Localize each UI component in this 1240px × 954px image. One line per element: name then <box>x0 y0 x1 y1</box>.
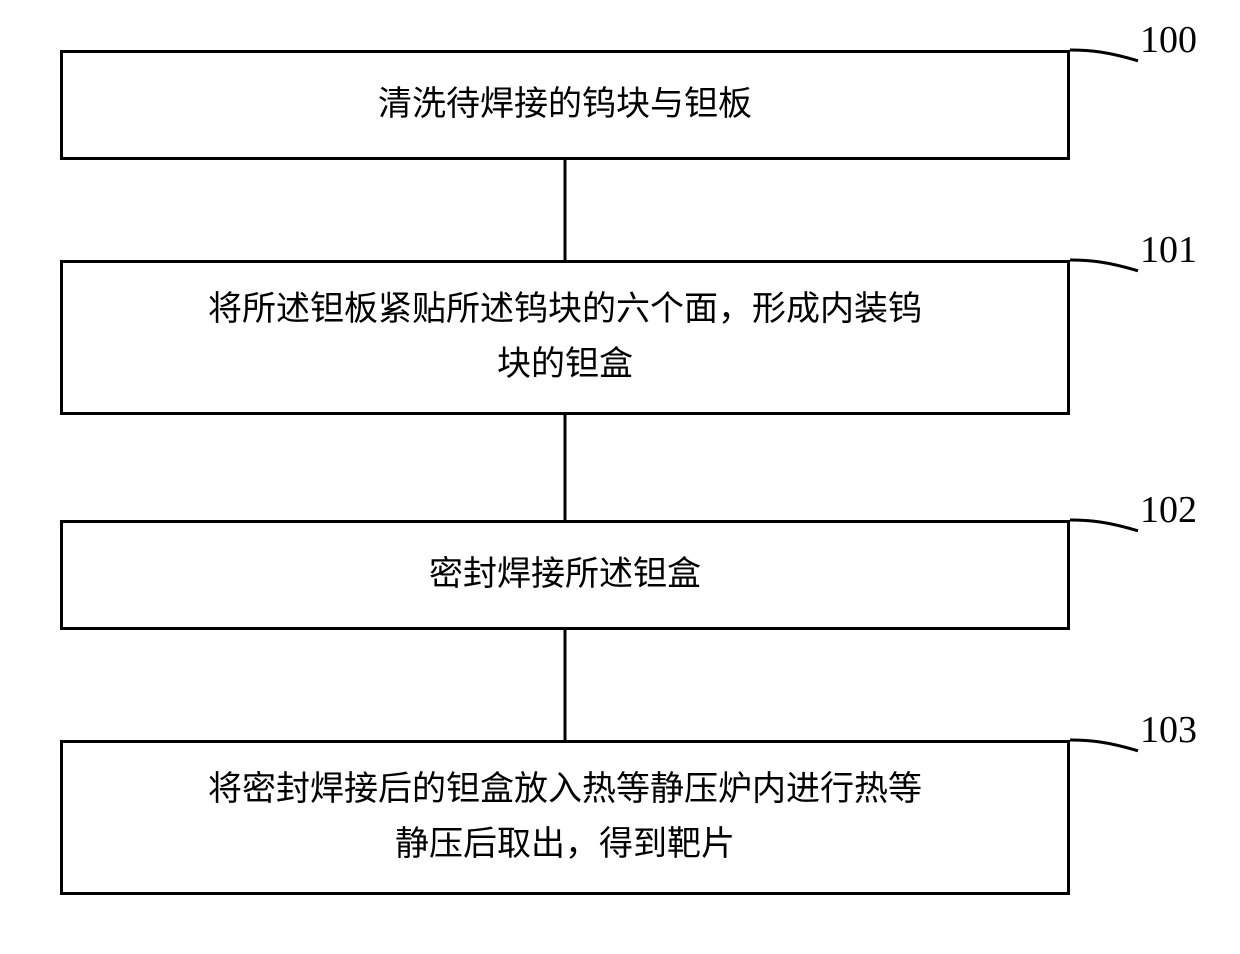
flowchart-canvas: 清洗待焊接的钨块与钽板 将所述钽板紧贴所述钨块的六个面，形成内装钨块的钽盒 密封… <box>0 0 1240 954</box>
connector-overlay <box>0 0 1240 954</box>
